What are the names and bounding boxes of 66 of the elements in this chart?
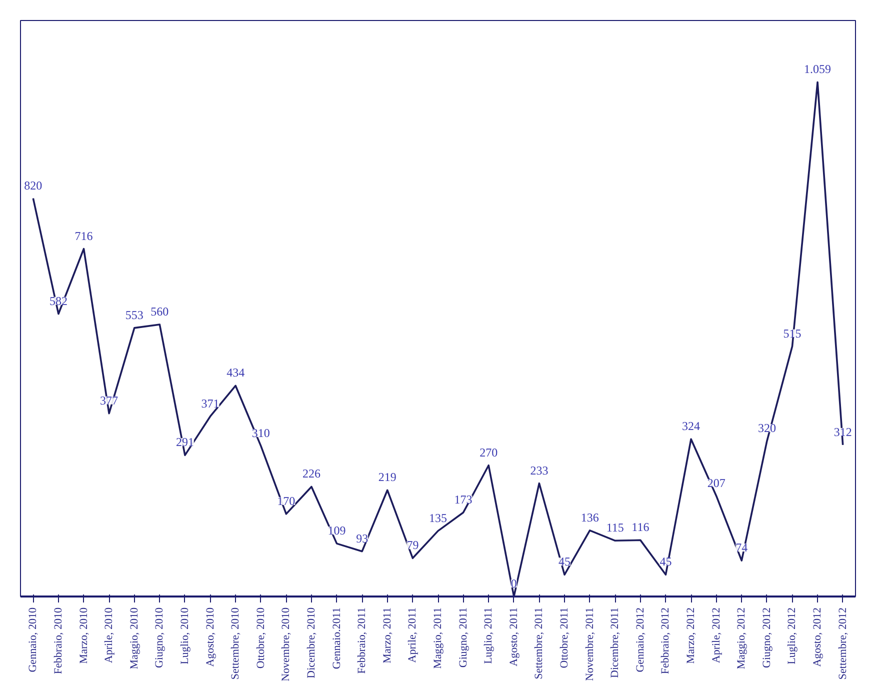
- data-label: 109: [328, 524, 346, 538]
- x-tick-label: Giugno, 2010: [154, 607, 166, 668]
- x-tick-label: Giugno, 2012: [760, 608, 773, 668]
- data-label: 170: [277, 494, 296, 508]
- data-label: 45: [558, 554, 571, 569]
- data-label: 310: [252, 426, 270, 440]
- data-label: 74: [736, 540, 748, 555]
- x-tick-label: Aprile, 2010: [103, 607, 116, 664]
- x-tick-label: Novembre, 2010: [280, 607, 292, 682]
- data-label: 226: [302, 466, 320, 481]
- x-tick-label: Gennaio.2011: [330, 607, 343, 670]
- x-tick-label: Dicembre, 2010: [305, 607, 318, 678]
- data-label: 434: [226, 366, 245, 380]
- x-tick-label: Aprile, 2012: [710, 607, 722, 664]
- data-label: 136: [580, 510, 599, 524]
- data-label: 582: [49, 294, 68, 308]
- x-tick-label: Agosto, 2010: [204, 607, 216, 667]
- x-tick-label: Maggio, 2010: [128, 607, 140, 670]
- data-label: 1.059: [804, 62, 832, 76]
- data-label: 270: [480, 445, 498, 460]
- data-label: 207: [707, 476, 726, 490]
- data-label: 45: [660, 554, 672, 569]
- x-tick-label: Maggio, 2011: [432, 608, 444, 669]
- data-label: 324: [682, 419, 700, 434]
- x-tick-label: Gennaio, 2012: [634, 608, 646, 672]
- x-tick-label: Marzo, 2010: [78, 607, 90, 664]
- data-label: 515: [783, 326, 802, 340]
- data-label: 93: [356, 531, 368, 546]
- x-tick-label: Marzo, 2012: [685, 607, 698, 664]
- x-tick-label: Ottobre, 2011: [558, 607, 571, 668]
- x-tick-label: Settembre, 2010: [230, 607, 242, 680]
- x-tick-label: Marzo, 2011: [381, 607, 394, 664]
- data-label: 716: [74, 228, 93, 243]
- data-label: 79: [406, 538, 419, 552]
- data-label: 115: [606, 520, 624, 535]
- x-tick-label: Agosto, 2011: [508, 608, 520, 666]
- x-tick-label: Aprile, 2011: [406, 607, 419, 663]
- data-label: 291: [176, 435, 194, 450]
- data-label: 320: [758, 421, 776, 436]
- x-tick-label: Febbraio, 2010: [52, 607, 64, 674]
- data-label: 377: [100, 393, 118, 408]
- data-label: 553: [125, 308, 144, 322]
- data-label: 0: [510, 576, 517, 590]
- data-label: 312: [834, 424, 852, 439]
- data-label: 371: [201, 396, 220, 410]
- x-tick-label: Novembre, 2011: [584, 607, 596, 682]
- x-tick-label: Giugno, 2011: [457, 608, 470, 668]
- x-tick-label: Gennaio, 2010: [27, 607, 40, 672]
- data-label: 135: [429, 510, 447, 525]
- x-tick-label: Settembre, 2011: [533, 607, 546, 680]
- x-tick-label: Dicembre, 2011: [609, 607, 622, 678]
- data-label: 233: [530, 463, 548, 478]
- x-tick-label: Agosto, 2012: [812, 608, 824, 667]
- x-tick-label: Luglio, 2011: [482, 607, 495, 664]
- data-label: 820: [24, 178, 42, 192]
- x-tick-label: Settembre, 2012: [836, 607, 849, 680]
- x-tick-label: Ottobre, 2010: [254, 607, 267, 669]
- x-tick-label: Maggio, 2012: [736, 607, 748, 670]
- x-tick-label: Febbraio, 2011: [356, 607, 368, 674]
- x-tick-label: Luglio, 2012: [786, 607, 798, 664]
- data-label: 116: [632, 520, 650, 534]
- x-tick-label: Luglio, 2010: [178, 607, 191, 664]
- data-label: 219: [378, 470, 396, 484]
- x-tick-label: Febbraio, 2012: [660, 607, 672, 674]
- data-label: 173: [454, 492, 472, 506]
- data-label: 560: [150, 304, 169, 319]
